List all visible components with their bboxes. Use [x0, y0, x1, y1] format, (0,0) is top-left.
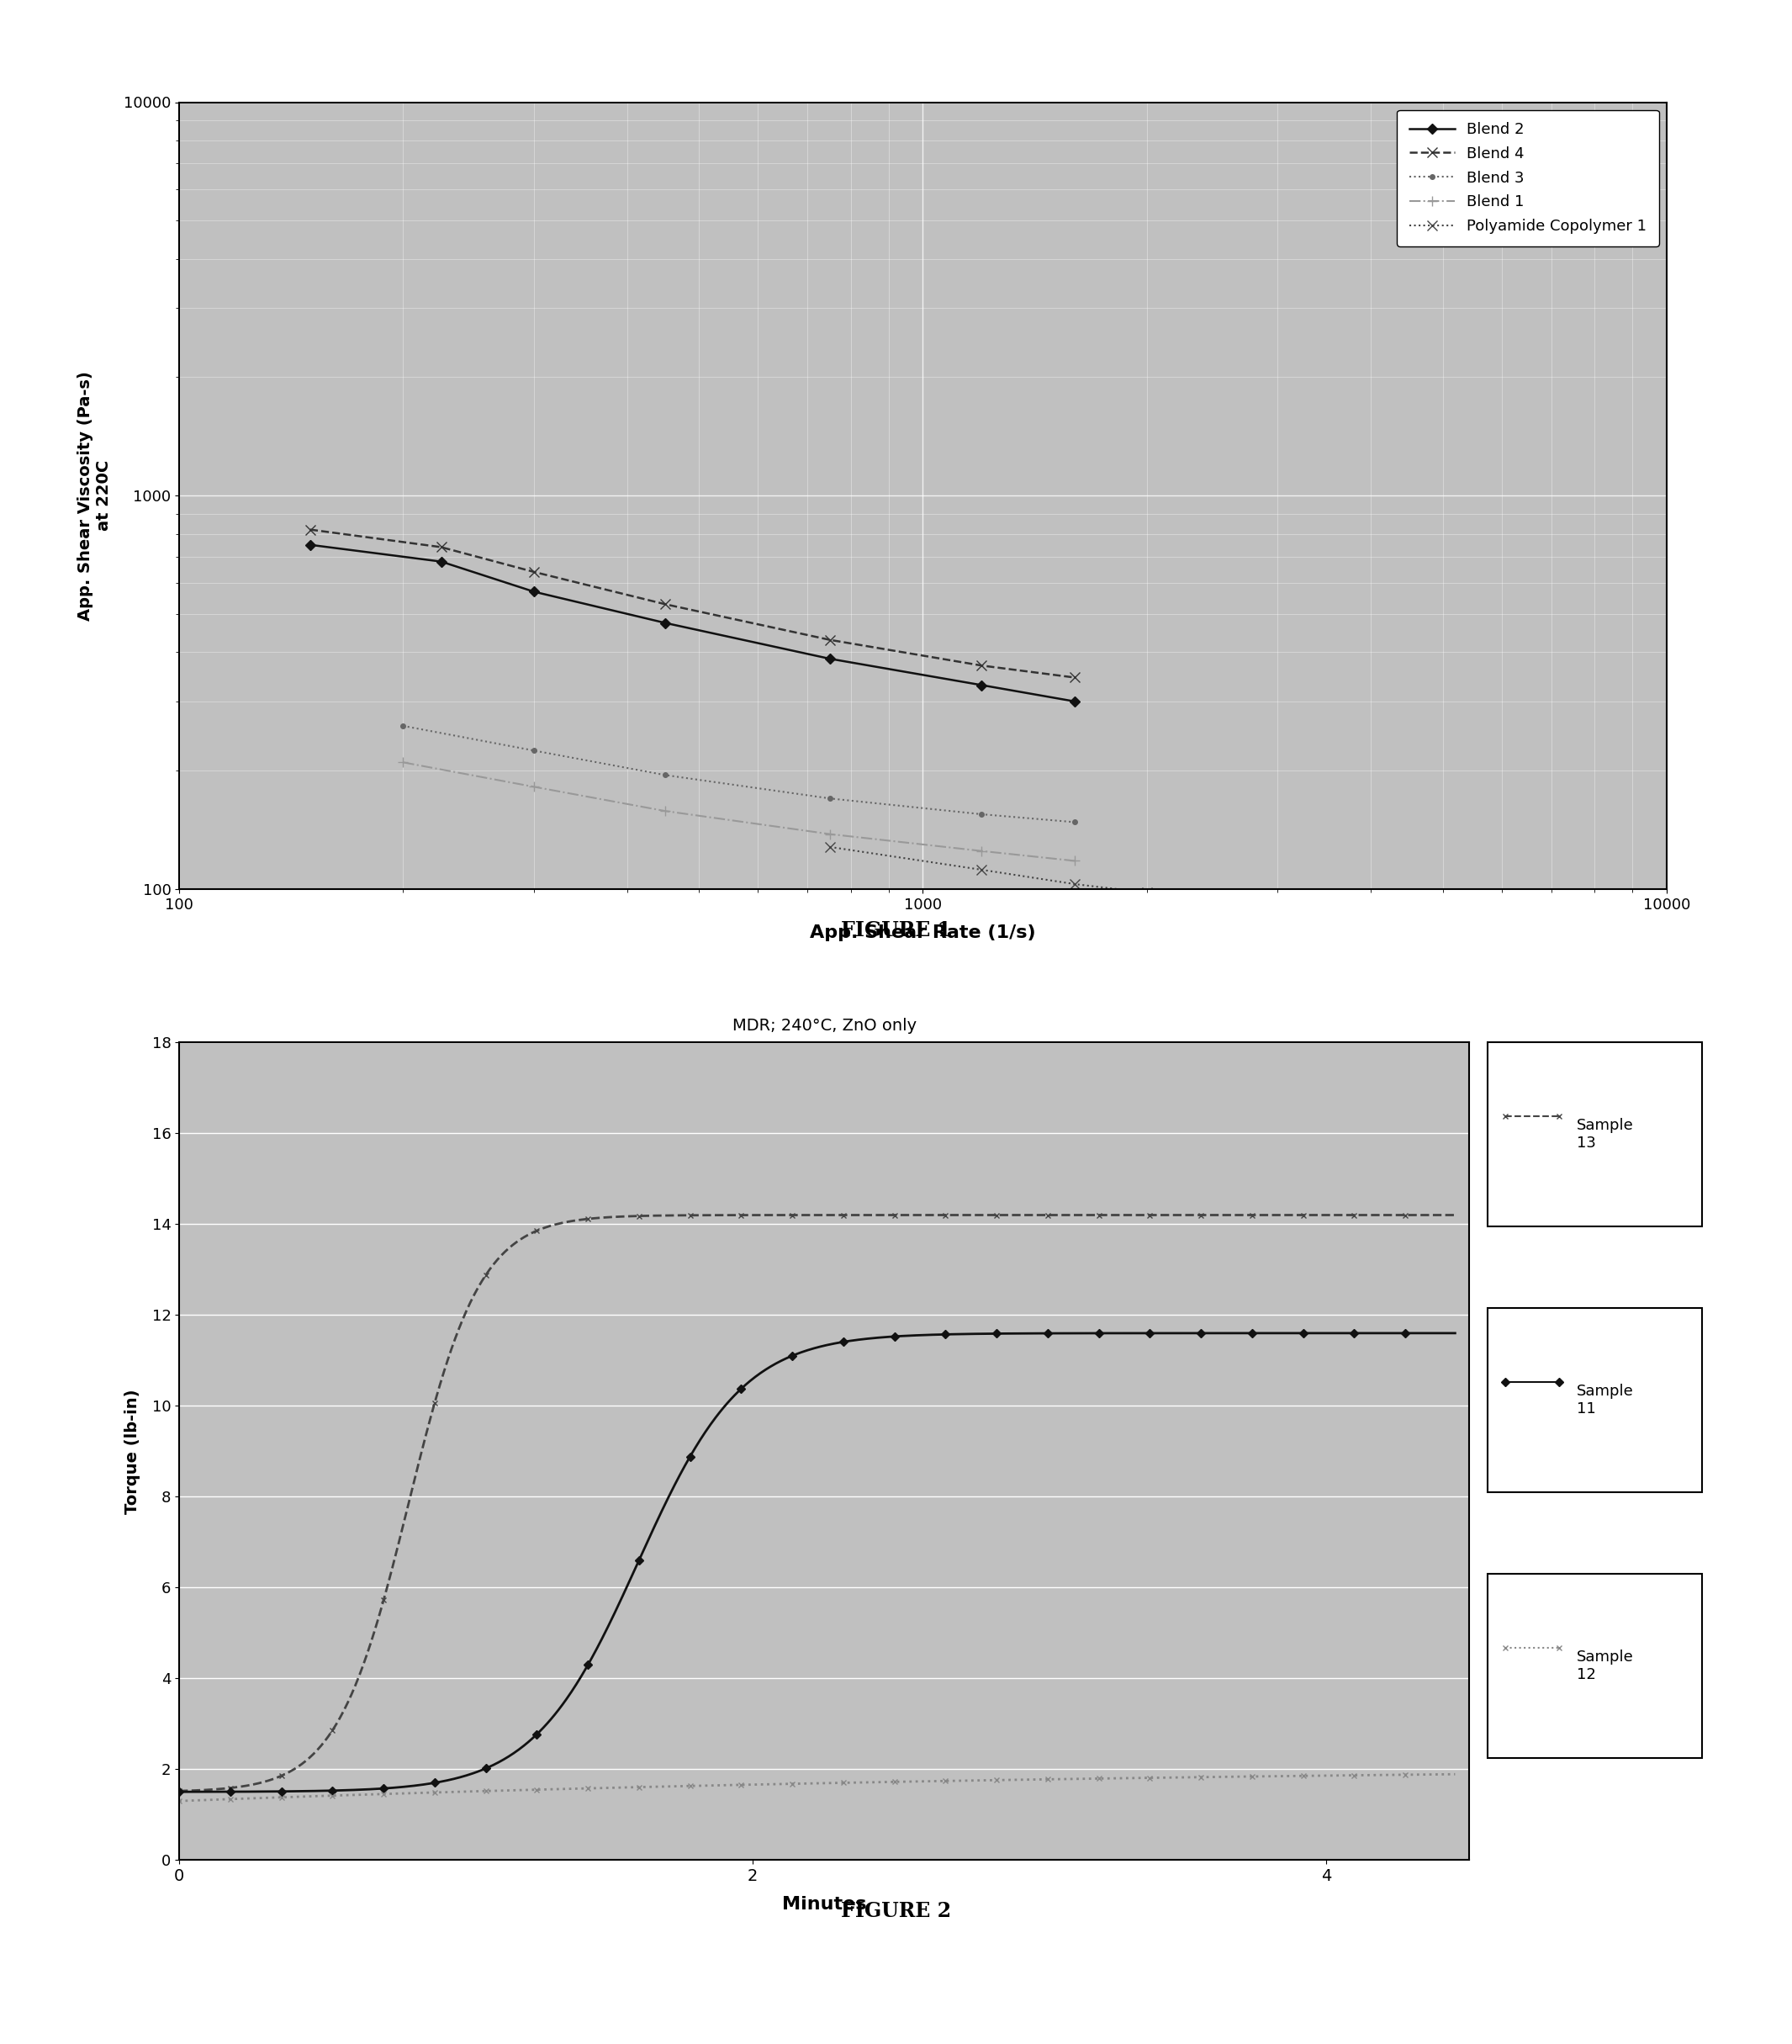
Blend 1	[654, 799, 676, 824]
X-axis label: App. Shear Rate (1/s): App. Shear Rate (1/s)	[810, 924, 1036, 940]
Blend 4	[654, 593, 676, 617]
Sample
11	[168, 1780, 190, 1805]
Blend 1	[819, 822, 840, 846]
Sample
13	[685, 1204, 706, 1228]
Blend 2	[1064, 689, 1086, 713]
Sample
11	[1444, 1320, 1466, 1345]
Sample
13	[299, 1746, 321, 1770]
Blend 2	[819, 646, 840, 670]
Y-axis label: App. Shear Viscosity (Pa-s)
at 220C: App. Shear Viscosity (Pa-s) at 220C	[77, 370, 111, 621]
Sample
11	[1163, 1320, 1185, 1345]
Text: FIGURE 1: FIGURE 1	[840, 920, 952, 940]
Blend 4	[971, 654, 993, 679]
Line: Sample
11: Sample 11	[176, 1331, 1459, 1795]
Sample
12	[1186, 1764, 1208, 1788]
Line: Blend 4: Blend 4	[305, 525, 1081, 683]
Sample
11	[1045, 1320, 1066, 1345]
Sample
13	[1186, 1202, 1208, 1226]
Blend 2	[299, 533, 321, 558]
Blend 4	[523, 560, 545, 585]
Sample
12	[1045, 1766, 1066, 1791]
Text: Sample
12: Sample 12	[1577, 1650, 1634, 1682]
Blend 1	[523, 775, 545, 799]
Sample
12	[685, 1774, 706, 1799]
Blend 1	[392, 750, 414, 775]
Sample
13	[1045, 1202, 1066, 1226]
Blend 2	[523, 578, 545, 603]
Polyamide Copolymer 1	[1064, 873, 1086, 897]
Polyamide Copolymer 1	[1136, 881, 1158, 905]
Blend 2	[654, 611, 676, 636]
Blend 3	[654, 762, 676, 787]
Title: MDR; 240°C, ZnO only: MDR; 240°C, ZnO only	[733, 1018, 916, 1034]
Sample
11	[1186, 1320, 1208, 1345]
Blend 3	[523, 738, 545, 762]
Sample
12	[1444, 1762, 1466, 1786]
Sample
11	[731, 1376, 753, 1400]
Blend 3	[392, 713, 414, 738]
Text: Sample
13: Sample 13	[1577, 1118, 1634, 1151]
Line: Sample
13: Sample 13	[176, 1212, 1459, 1795]
Blend 2	[430, 550, 452, 574]
Sample
12	[168, 1788, 190, 1813]
Polyamide Copolymer 1	[819, 834, 840, 858]
Sample
11	[685, 1435, 706, 1459]
Line: Blend 2: Blend 2	[306, 542, 1079, 705]
Sample
12	[731, 1772, 753, 1797]
Blend 1	[971, 838, 993, 863]
Sample
12	[299, 1784, 321, 1809]
Line: Polyamide Copolymer 1: Polyamide Copolymer 1	[826, 842, 1152, 897]
Text: FIGURE 2: FIGURE 2	[840, 1901, 952, 1921]
Blend 4	[1064, 664, 1086, 689]
Blend 4	[430, 536, 452, 560]
Blend 4	[819, 628, 840, 652]
Blend 3	[1064, 809, 1086, 834]
Sample
12	[1163, 1766, 1185, 1791]
Legend: Blend 2, Blend 4, Blend 3, Blend 1, Polyamide Copolymer 1: Blend 2, Blend 4, Blend 3, Blend 1, Poly…	[1398, 110, 1659, 245]
Text: Sample
11: Sample 11	[1577, 1384, 1634, 1416]
Y-axis label: Torque (lb-in): Torque (lb-in)	[124, 1388, 140, 1515]
Line: Blend 1: Blend 1	[398, 756, 1081, 867]
Sample
13	[731, 1202, 753, 1226]
Sample
13	[1444, 1202, 1466, 1226]
Line: Blend 3: Blend 3	[398, 722, 1079, 828]
Blend 4	[299, 517, 321, 542]
Sample
11	[299, 1778, 321, 1803]
Blend 3	[819, 787, 840, 811]
X-axis label: Minutes: Minutes	[781, 1897, 867, 1913]
Blend 1	[1064, 848, 1086, 873]
Sample
13	[1163, 1202, 1185, 1226]
Blend 3	[971, 801, 993, 826]
Polyamide Copolymer 1	[971, 858, 993, 883]
Line: Sample
12: Sample 12	[176, 1772, 1459, 1805]
Blend 2	[971, 672, 993, 697]
Sample
13	[168, 1778, 190, 1803]
